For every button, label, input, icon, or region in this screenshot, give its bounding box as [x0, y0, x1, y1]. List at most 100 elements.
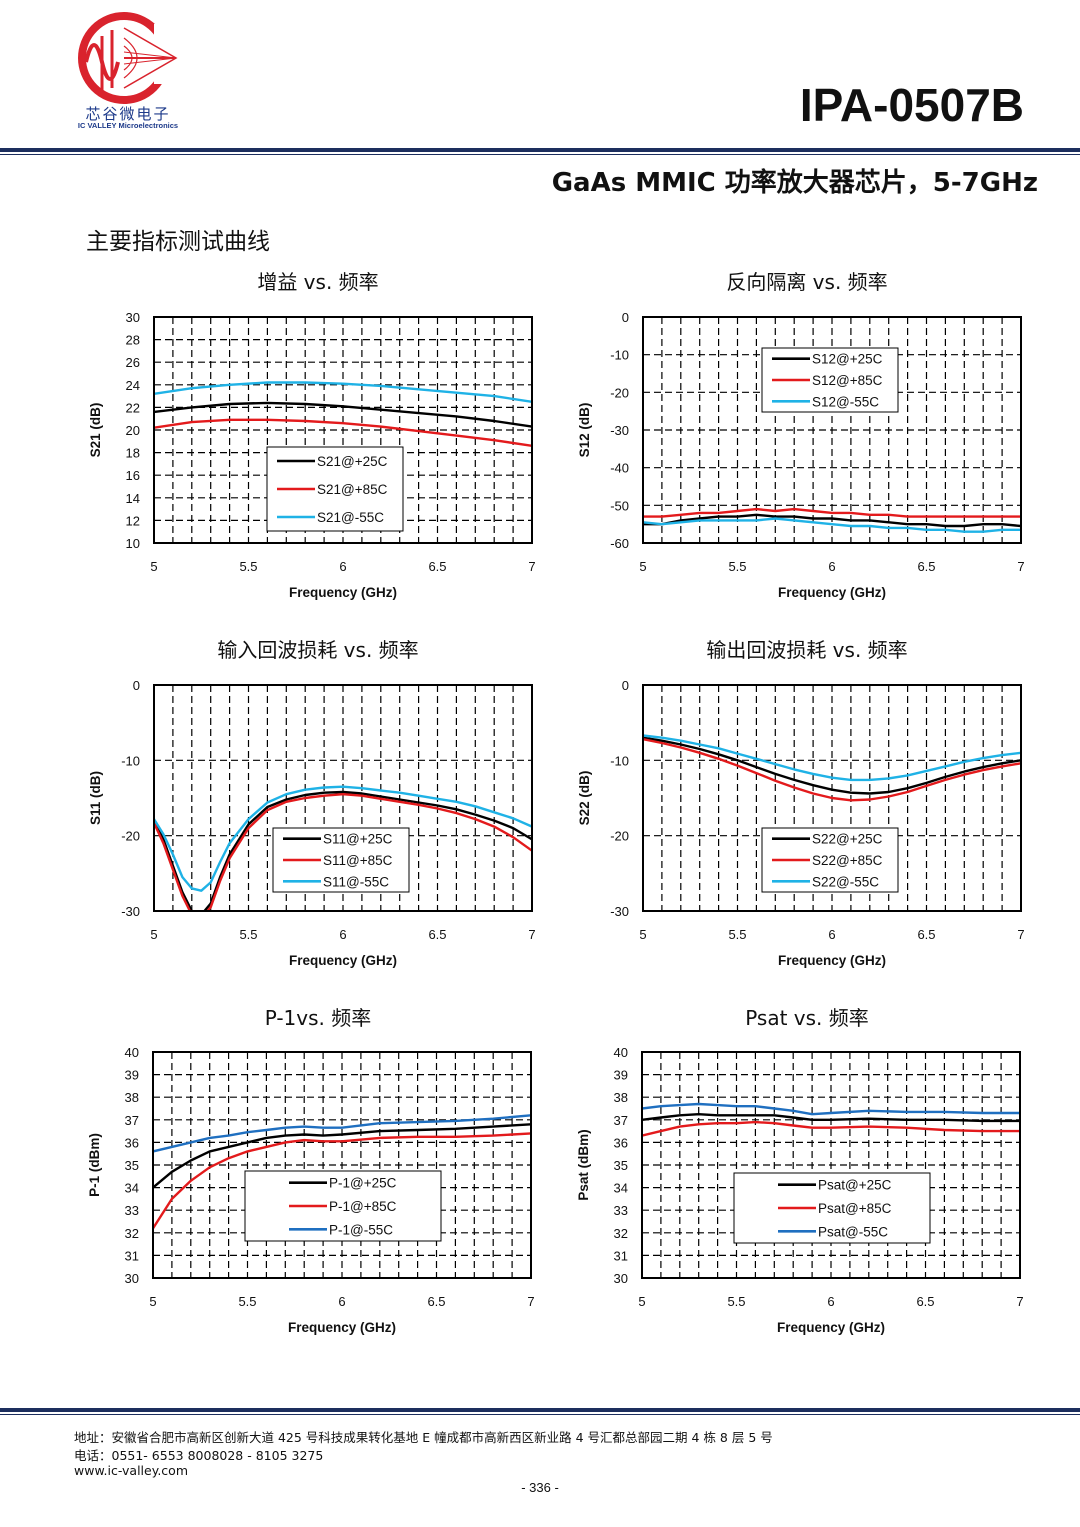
p1-ytick-label: 32 — [125, 1226, 139, 1241]
psat-ytick-label: 40 — [614, 1045, 628, 1060]
s11-xtick-label: 6.5 — [428, 927, 446, 942]
s11-series-2 — [154, 785, 532, 892]
footer-rule — [0, 1408, 1080, 1412]
s22-yaxis-label: S22 (dB) — [577, 771, 592, 826]
s21-ytick-label: 26 — [126, 355, 140, 370]
company-logo — [78, 12, 184, 104]
s12-legend-label: S12@+25C — [812, 352, 883, 367]
p1-xtick-label: 6 — [338, 1294, 345, 1309]
s11-ytick-label: 0 — [133, 678, 140, 693]
s12-ytick-label: -30 — [610, 423, 629, 438]
s21-ytick-label: 16 — [126, 468, 140, 483]
product-subtitle: GaAs MMIC 功率放大器芯片，5-7GHz — [551, 168, 1038, 198]
s12-plot-frame — [642, 316, 1022, 544]
psat-xtick-label: 5.5 — [727, 1294, 745, 1309]
s22-legend: S22@+25C S22@+85C S22@-55C — [761, 827, 899, 893]
psat-plot-frame — [641, 1051, 1021, 1279]
footer-phone: 电话：0551- 6553 8008028 - 8105 3275 — [74, 1448, 324, 1463]
s11-ytick-label: -30 — [121, 904, 140, 919]
s12-legend-label: S12@+85C — [812, 373, 883, 388]
s22-legend-label: S22@-55C — [812, 874, 879, 889]
s22-xtick-label: 6 — [828, 927, 835, 942]
s21-ytick-label: 30 — [126, 310, 140, 325]
footer-rule-thin — [0, 1414, 1080, 1415]
s12-xtick-label: 6.5 — [917, 559, 935, 574]
p1-xtick-label: 6.5 — [427, 1294, 445, 1309]
s21-ytick-label: 28 — [126, 333, 140, 348]
psat-ytick-label: 35 — [614, 1158, 628, 1173]
psat-ytick-label: 37 — [614, 1113, 628, 1128]
p1-legend: P-1@+25C P-1@+85C P-1@-55C — [244, 1170, 442, 1242]
p1-series-0 — [153, 1123, 531, 1189]
s12-legend: S12@+25C S12@+85C S12@-55C — [761, 347, 899, 413]
psat-ytick-label: 38 — [614, 1090, 628, 1105]
logo-english-name: IC VALLEY Microelectronics — [77, 121, 179, 130]
psat-ytick-label: 30 — [614, 1271, 628, 1286]
chart-title-s12: 反向隔离 vs. 频率 — [726, 270, 888, 294]
s21-xtick-label: 6 — [339, 559, 346, 574]
s21-ytick-label: 24 — [126, 378, 140, 393]
s21-ytick-label: 20 — [126, 423, 140, 438]
s11-xtick-label: 5 — [150, 927, 157, 942]
footer-website[interactable]: www.ic-valley.com — [74, 1463, 188, 1478]
psat-grid — [642, 1052, 1020, 1278]
p1-ytick-label: 35 — [125, 1158, 139, 1173]
s12-series-1 — [643, 507, 1021, 518]
p1-xtick-label: 5.5 — [238, 1294, 256, 1309]
header-rule — [0, 148, 1080, 152]
s11-ytick-label: -20 — [121, 829, 140, 844]
s22-plot-frame — [642, 684, 1022, 912]
p1-ytick-label: 33 — [125, 1203, 139, 1218]
s21-xtick-label: 6.5 — [428, 559, 446, 574]
psat-legend-label: Psat@-55C — [818, 1224, 888, 1239]
s22-ytick-label: -30 — [610, 904, 629, 919]
s12-xtick-label: 5.5 — [728, 559, 746, 574]
p1-xtick-label: 5 — [149, 1294, 156, 1309]
psat-series-1 — [642, 1120, 1020, 1137]
s11-xtick-label: 7 — [528, 927, 535, 942]
psat-ytick-label: 33 — [614, 1203, 628, 1218]
psat-xtick-label: 6 — [827, 1294, 834, 1309]
section-title: 主要指标测试曲线 — [86, 229, 270, 255]
psat-xaxis-label: Frequency (GHz) — [777, 1320, 885, 1335]
s11-legend-label: S11@+25C — [323, 832, 393, 847]
s12-xtick-label: 6 — [828, 559, 835, 574]
s11-series-0 — [154, 790, 532, 911]
s11-plot-frame — [153, 684, 533, 912]
s21-ytick-label: 10 — [126, 536, 140, 551]
s12-ytick-label: -50 — [610, 498, 629, 513]
s11-yaxis-label: S11 (dB) — [88, 771, 103, 825]
s21-plot-frame — [153, 316, 533, 544]
s22-xtick-label: 5.5 — [728, 927, 746, 942]
psat-ytick-label: 34 — [614, 1181, 628, 1196]
s22-ytick-label: -20 — [610, 829, 629, 844]
psat-legend-label: Psat@+25C — [818, 1178, 892, 1193]
s22-series-1 — [643, 738, 1021, 802]
s12-grid — [643, 317, 1021, 543]
p1-legend-label: P-1@+25C — [329, 1176, 397, 1191]
p1-ytick-label: 39 — [125, 1068, 139, 1083]
p1-yaxis-label: P-1 (dBm) — [87, 1133, 102, 1197]
s21-legend-label: S21@+85C — [317, 482, 388, 497]
p1-ytick-label: 40 — [125, 1045, 139, 1060]
s21-legend: S21@+25C S21@+85C S21@-55C — [266, 446, 404, 532]
s21-series-0 — [154, 401, 532, 428]
page-number: - 336 - — [521, 1480, 559, 1495]
s22-ytick-label: 0 — [622, 678, 629, 693]
s12-ytick-label: -40 — [610, 461, 629, 476]
s22-xtick-label: 6.5 — [917, 927, 935, 942]
p1-ytick-label: 30 — [125, 1271, 139, 1286]
psat-xtick-label: 5 — [638, 1294, 645, 1309]
psat-series-2 — [642, 1102, 1020, 1116]
s21-xaxis-label: Frequency (GHz) — [289, 585, 397, 600]
s11-series-1 — [154, 793, 532, 911]
s21-legend-label: S21@+25C — [317, 454, 388, 469]
footer-address: 地址：安徽省合肥市高新区创新大道 425 号科技成果转化基地 E 幢成都市高新西… — [74, 1430, 773, 1445]
s22-grid — [643, 685, 1021, 911]
p1-series-2 — [153, 1114, 531, 1153]
